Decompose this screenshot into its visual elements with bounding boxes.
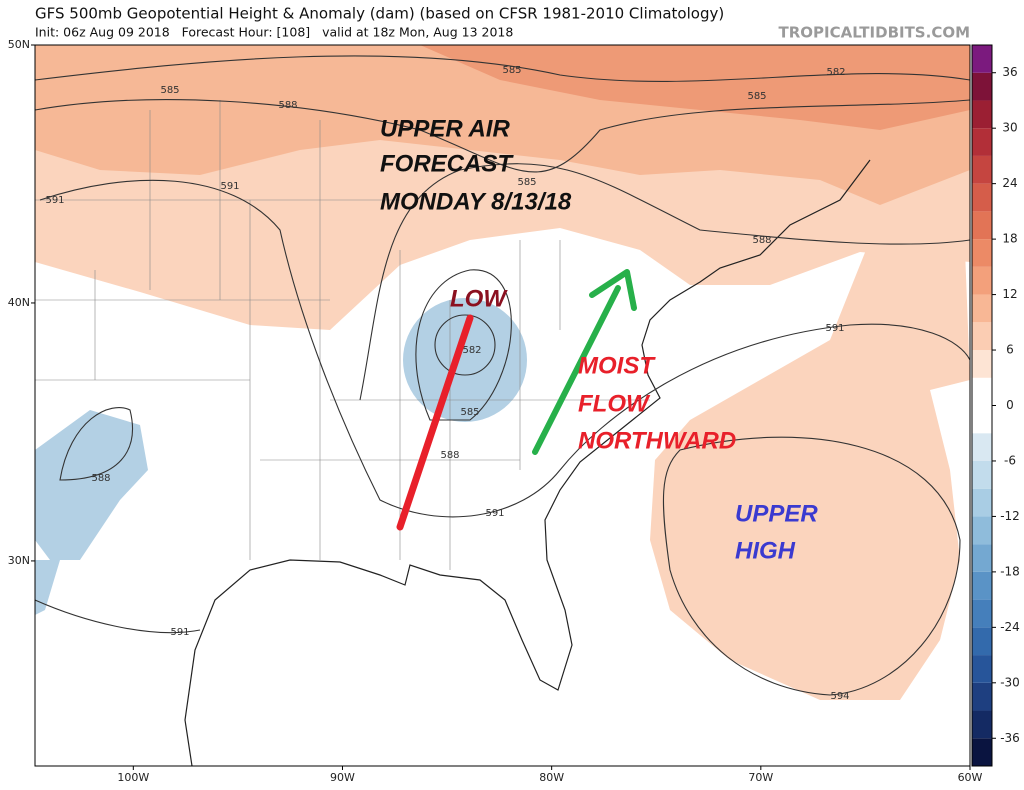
contour-label: 582: [826, 67, 845, 78]
anomaly-positive: [420, 45, 970, 130]
green-arrow: [532, 285, 621, 455]
lon-label: 100W: [117, 771, 149, 784]
colorbar-label: 30: [1002, 121, 1017, 135]
red-arrow: [396, 314, 474, 531]
colorbar-band: [972, 211, 992, 240]
contour-label: 585: [517, 177, 536, 188]
colorbar-band: [972, 239, 992, 267]
colorbar-band: [972, 183, 992, 212]
annotation: MONDAY 8/13/18: [380, 188, 572, 215]
lat-label: 50N: [8, 38, 30, 51]
colorbar-band: [972, 322, 992, 351]
colorbar-band: [972, 72, 992, 101]
contour-label: 588: [278, 100, 297, 111]
annotation: LOW: [450, 285, 508, 312]
contour-label: 588: [440, 450, 459, 461]
colorbar-band: [972, 350, 992, 378]
arrows: [396, 269, 637, 531]
source: TROPICALTIDBITS.COM: [779, 24, 971, 42]
colorbar-band: [972, 738, 992, 766]
contour-label: 585: [747, 91, 766, 102]
annotation: FORECAST: [380, 150, 514, 177]
contour-label: 585: [460, 407, 479, 418]
lat-label: 30N: [8, 554, 30, 567]
colorbar-band: [972, 266, 992, 295]
anomaly-negative: [403, 298, 527, 422]
contour-label: 591: [45, 195, 64, 206]
contour-label: 585: [160, 85, 179, 96]
colorbar-band: [972, 571, 992, 600]
colorbar-label: 36: [1002, 65, 1017, 79]
colorbar-label: 6: [1006, 343, 1014, 357]
colorbar-band: [972, 100, 992, 129]
colorbar-band: [972, 294, 992, 323]
colorbar-band: [972, 710, 992, 739]
lon-label: 70W: [748, 771, 773, 784]
colorbar-band: [972, 45, 992, 73]
contour-label: 588: [752, 235, 771, 246]
subtitle: Init: 06z Aug 09 2018 Forecast Hour: [10…: [35, 25, 513, 40]
colorbar-band: [972, 655, 992, 683]
map-frame: [34, 44, 971, 767]
colorbar-band: [972, 460, 992, 489]
colorbar-band: [972, 377, 992, 406]
colorbar-label: 12: [1002, 287, 1017, 301]
annotation: FLOW: [578, 390, 651, 417]
lon-label: 90W: [330, 771, 355, 784]
colorbar-band: [972, 155, 992, 184]
colorbar-label: 0: [1006, 398, 1014, 412]
contour-label: 591: [220, 181, 239, 192]
title: GFS 500mb Geopotential Height & Anomaly …: [35, 5, 724, 23]
annotation: UPPER AIR: [380, 115, 510, 142]
borders: [35, 100, 650, 570]
annotation: HIGH: [735, 537, 796, 564]
colorbar-label: -24: [1000, 620, 1020, 634]
colorbar-label: -30: [1000, 675, 1020, 689]
colorbar-label: -18: [1000, 564, 1020, 578]
colorbar-band: [972, 627, 992, 656]
annotation: NORTHWARD: [578, 427, 736, 454]
colorbar-band: [972, 682, 992, 711]
contour-label: 594: [830, 691, 849, 702]
colorbar-band: [972, 405, 992, 434]
annotation: MOIST: [578, 352, 656, 379]
colorbar-band: [972, 516, 992, 545]
colorbar-label: -6: [1004, 453, 1016, 467]
colorbar-label: 18: [1002, 232, 1017, 246]
map: 585 585 585 585 585 582 582 588 588 588 588 591 591 5…: [35, 45, 970, 766]
contour-label: 591: [170, 627, 189, 638]
contour-label: 591: [485, 508, 504, 519]
green-arrowhead: [589, 269, 637, 311]
colorbar-band: [972, 128, 992, 156]
lon-label: 80W: [539, 771, 564, 784]
annotation: UPPER: [735, 500, 818, 527]
contours: [35, 55, 970, 696]
contour-label: 591: [825, 323, 844, 334]
anomaly-positive: [650, 240, 970, 700]
contour-label: 582: [462, 345, 481, 356]
colorbar-band: [972, 544, 992, 572]
colorbar-band: [972, 599, 992, 628]
contour-label: 588: [91, 473, 110, 484]
colorbar-band: [972, 488, 992, 517]
lat-label: 40N: [8, 296, 30, 309]
colorbar-label: -12: [1000, 509, 1020, 523]
colorbar-band: [972, 433, 992, 461]
coastline: [184, 159, 871, 766]
lon-label: 60W: [958, 771, 983, 784]
colorbar-label: 24: [1002, 176, 1017, 190]
contour-label: 585: [502, 65, 521, 76]
colorbar-label: -36: [1000, 731, 1020, 745]
